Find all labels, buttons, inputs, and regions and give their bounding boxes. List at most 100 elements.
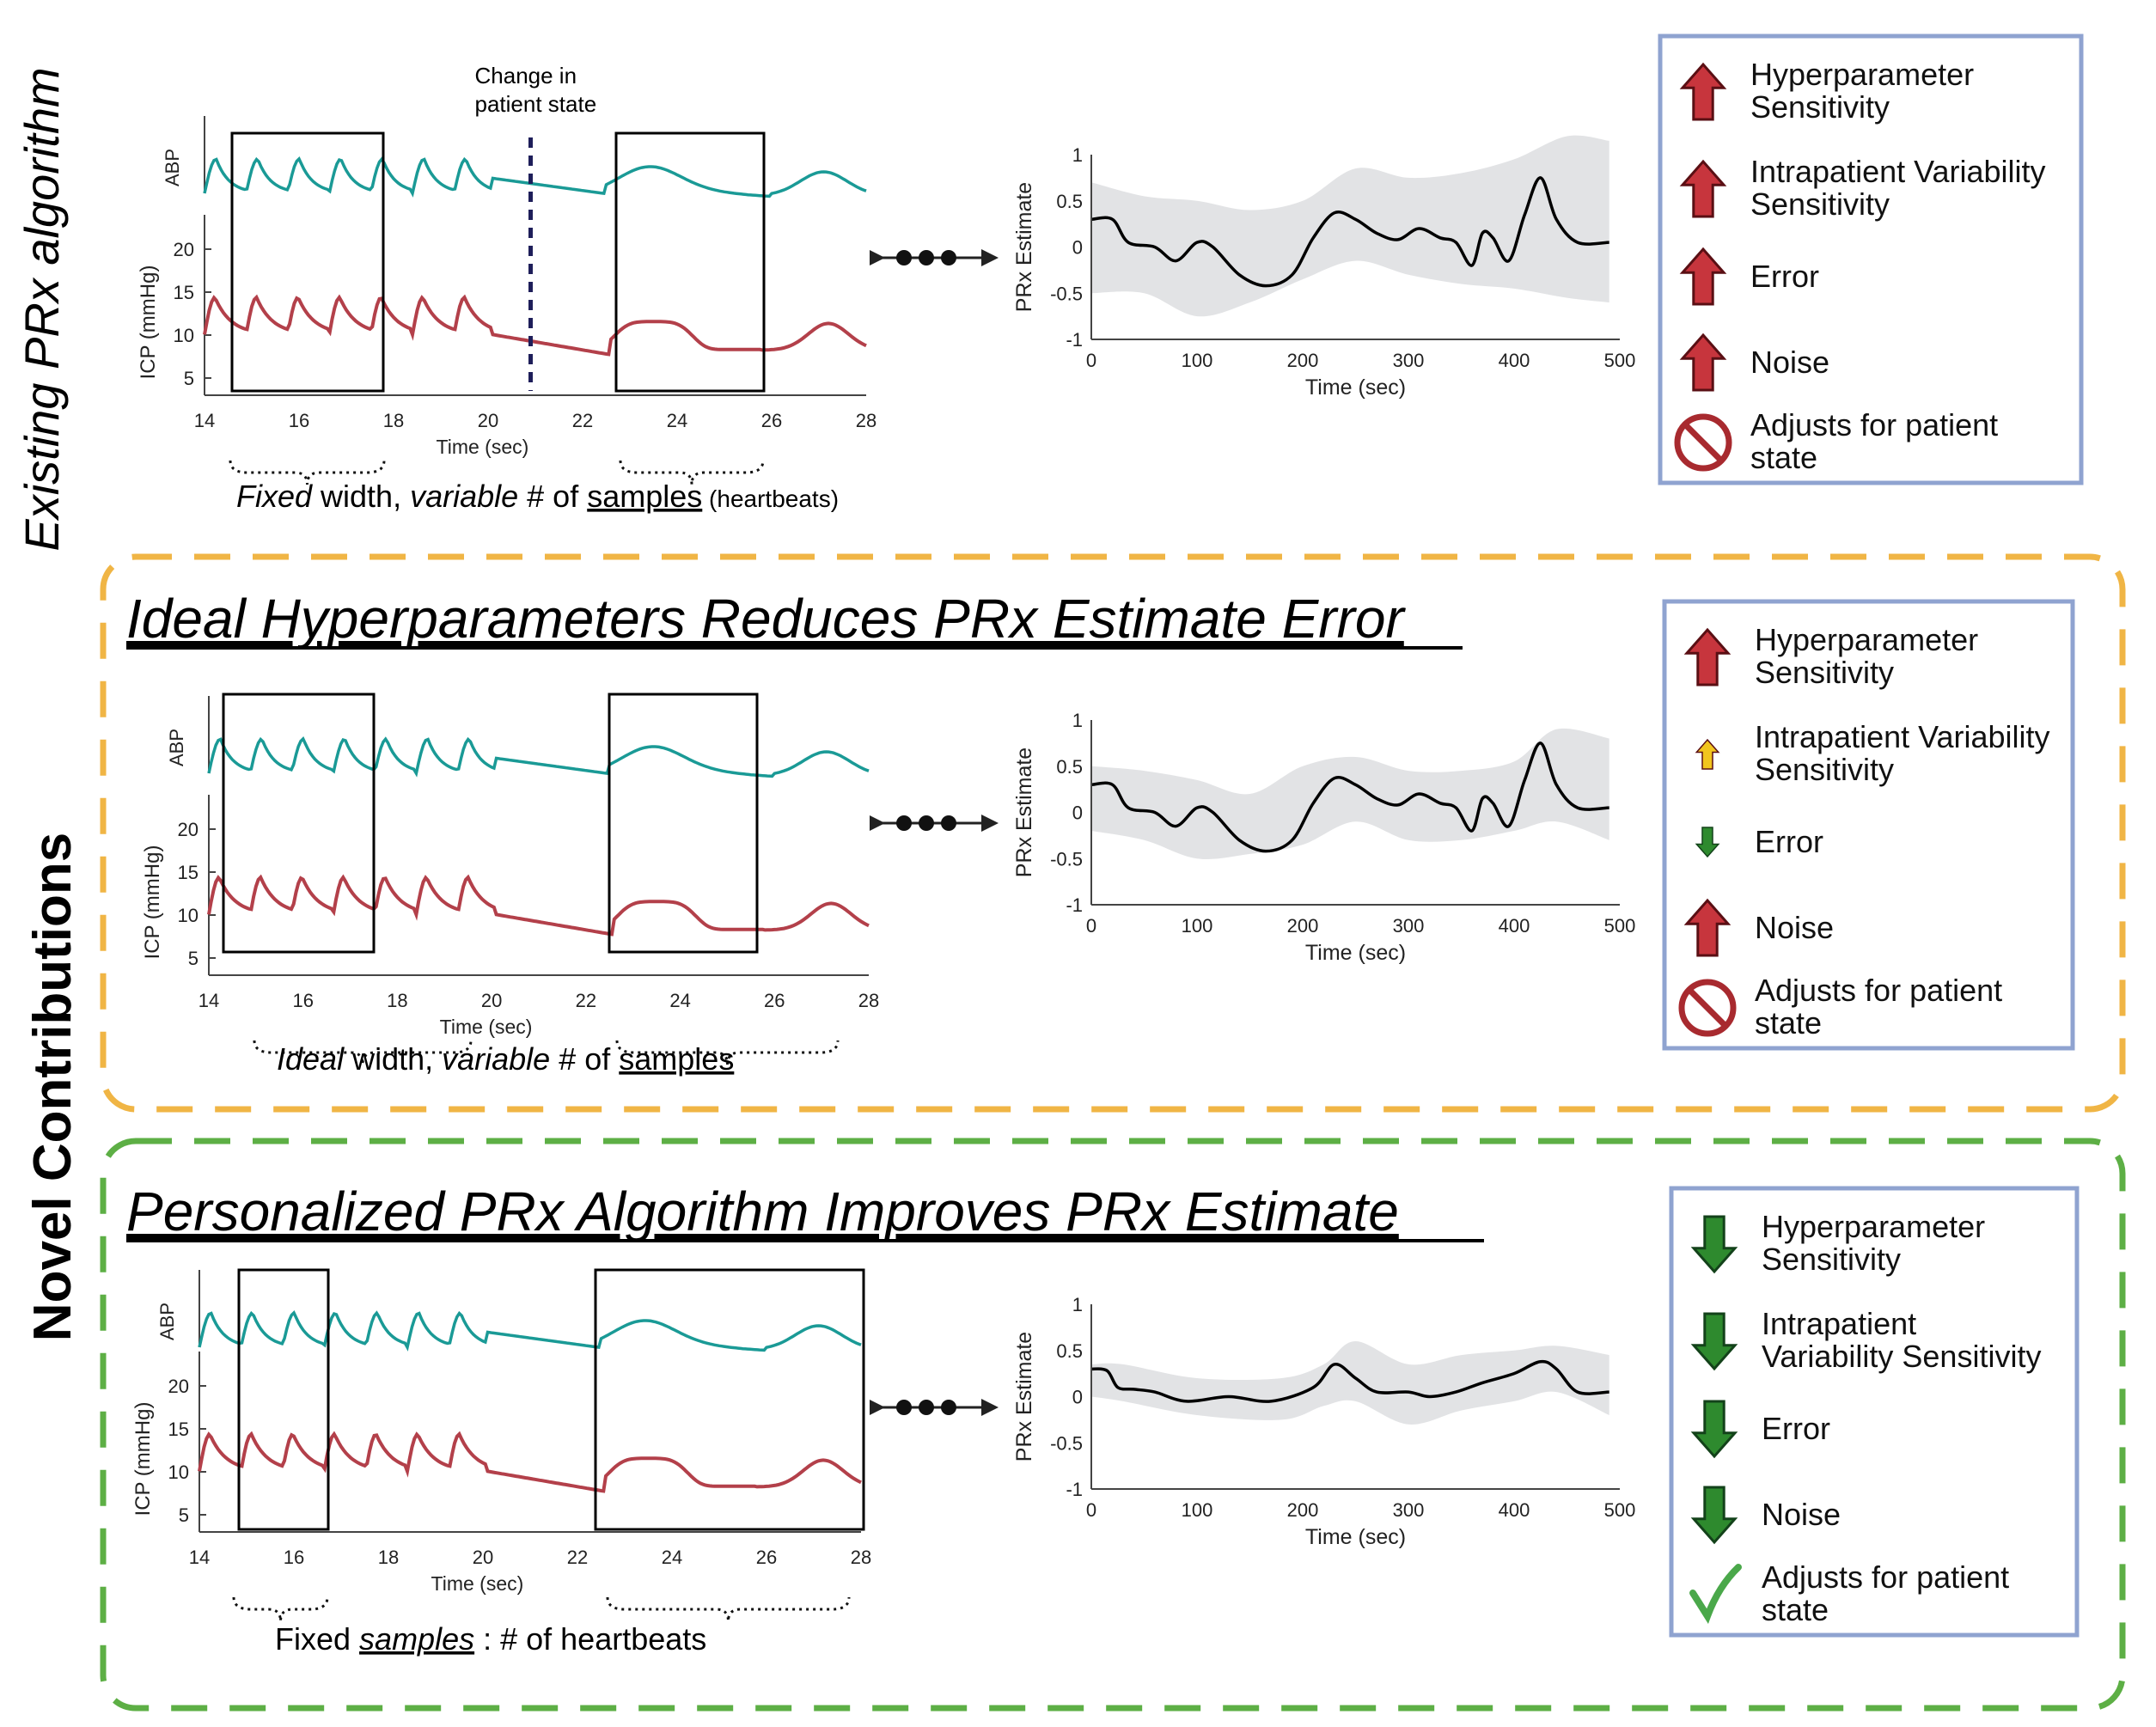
window-brace (232, 1596, 329, 1622)
prx-x-axis-label: Time (sec) (1305, 1525, 1406, 1549)
time-tick-label: 20 (481, 990, 502, 1011)
prx-x-tick-label: 0 (1086, 915, 1096, 937)
legend-box: Hyperparameter Sensitivity Intrapatient Va… (1658, 34, 2084, 485)
panel-personalized: Personalized PRx Algorithm Improves PRx … (126, 1181, 2080, 1657)
prx-estimate-line (1090, 1359, 1609, 1403)
panel-heading: Ideal Hyperparameters Reduces PRx Estima… (126, 588, 1406, 650)
prx-y-tick-label: 1 (1072, 144, 1083, 166)
legend-label: Hyperparameter Sensitivity (1750, 57, 1974, 125)
time-tick-label: 24 (662, 1547, 682, 1568)
legend-label: Intrapatient Variability Sensitivity (1755, 719, 2050, 787)
prx-y-tick-label: 0 (1072, 237, 1083, 259)
green-down-arrow-icon (1690, 1215, 1738, 1274)
prx-x-tick-label: 100 (1182, 1499, 1213, 1521)
prx-x-tick-label: 100 (1182, 350, 1213, 371)
prx-x-tick-label: 100 (1182, 915, 1213, 937)
window-brace (229, 460, 386, 485)
prx-estimate-line (1090, 176, 1609, 288)
legend-label: Noise (1750, 345, 1829, 380)
prx-y-tick-label: 1 (1072, 1294, 1083, 1315)
time-tick-label: 22 (567, 1547, 588, 1568)
legend-label: Adjusts for patient state (1750, 407, 1998, 475)
time-tick-label: 20 (478, 410, 498, 431)
prx-y-tick-label: 0 (1072, 802, 1083, 824)
icp-tick-label: 10 (168, 1462, 189, 1483)
no-sign-icon (1674, 413, 1732, 472)
icp-tick-label: 15 (168, 1419, 189, 1440)
flow-dot (919, 250, 934, 265)
side-label-novel: Novel Contributions (23, 833, 82, 1341)
window-caption: Ideal width, variable # of samples (277, 1041, 734, 1077)
red-up-arrow-icon (1679, 247, 1727, 306)
legend-label: Adjusts for patient state (1755, 973, 2002, 1040)
window-box (594, 1268, 865, 1531)
flow-arrowhead (870, 815, 885, 831)
time-tick-label: 20 (473, 1547, 493, 1568)
legend-border (1658, 34, 2084, 485)
time-tick-label: 18 (378, 1547, 399, 1568)
signal-plot: ABP ICP (mmHg) 20 15 10 514 16 18 20 22 24 26 28 Time… (141, 693, 879, 1065)
prx-y-tick-label: -1 (1066, 329, 1083, 351)
prx-confidence-band (1091, 728, 1609, 859)
time-tick-label: 16 (289, 410, 309, 431)
prx-x-tick-label: 0 (1086, 1499, 1096, 1521)
abp-label: ABP (156, 1303, 178, 1340)
prx-y-tick-label: -1 (1066, 1479, 1083, 1500)
prx-x-tick-label: 400 (1499, 350, 1530, 371)
window-box (237, 1268, 330, 1531)
icp-waveform (203, 294, 867, 357)
prx-y-tick-label: 0.5 (1056, 191, 1083, 212)
legend-box: Hyperparameter Sensitivity Intrapatient Va… (1662, 599, 2075, 1051)
window-caption: Fixed samples : # of heartbeats (275, 1621, 706, 1657)
flow-dot (896, 815, 912, 831)
prx-x-axis-label: Time (sec) (1305, 375, 1406, 400)
legend-label: Intrapatient Variability Sensitivity (1762, 1306, 2041, 1374)
time-tick-label: 18 (387, 990, 407, 1011)
window-box (608, 693, 759, 954)
time-axis-label: Time (sec) (437, 436, 529, 458)
time-tick-label: 16 (292, 990, 313, 1011)
window-box (614, 131, 766, 393)
icp-tick-label: 10 (174, 325, 194, 346)
abp-waveform (207, 736, 870, 778)
icp-tick-label: 15 (178, 862, 198, 883)
flow-dot (919, 815, 934, 831)
icp-tick-label: 5 (179, 1504, 189, 1526)
prx-y-tick-label: -0.5 (1050, 283, 1083, 304)
legend-label: Adjusts for patient state (1762, 1559, 2009, 1627)
prx-x-tick-label: 500 (1604, 915, 1636, 937)
flow-dot (919, 1400, 934, 1415)
prx-y-tick-label: 0 (1072, 1387, 1083, 1408)
panel-ideal: Ideal Hyperparameters Reduces PRx Estima… (126, 588, 2075, 1077)
no-sign-slash (1687, 987, 1728, 1028)
prx-y-axis-label: PRx Estimate (1012, 182, 1036, 312)
red-up-arrow-icon (1683, 627, 1732, 687)
check-icon (1689, 1564, 1742, 1624)
panel-heading: Personalized PRx Algorithm Improves PRx … (126, 1181, 1399, 1242)
flow-dot (896, 1400, 912, 1415)
time-tick-label: 14 (194, 410, 215, 431)
prx-x-tick-label: 500 (1604, 1499, 1636, 1521)
window-brace (606, 1596, 851, 1622)
flow-arrowhead (981, 815, 999, 832)
no-sign-slash (1683, 422, 1724, 463)
time-tick-label: 26 (756, 1547, 777, 1568)
prx-x-tick-label: 500 (1604, 350, 1636, 371)
no-sign-icon (1678, 979, 1737, 1037)
legend-label: Hyperparameter Sensitivity (1755, 622, 1978, 690)
prx-x-tick-label: 0 (1086, 350, 1096, 371)
green-down-arrow-icon (1690, 1400, 1738, 1459)
legend-label: Intrapatient Variability Sensitivity (1750, 154, 2046, 222)
flow-dot (941, 1400, 956, 1415)
prx-confidence-band (1091, 1341, 1609, 1425)
time-tick-label: 26 (761, 410, 782, 431)
abp-waveform (198, 1310, 862, 1352)
prx-y-axis-label: PRx Estimate (1012, 1332, 1036, 1462)
signal-plot: ABP ICP (mmHg) 20 15 10 514 16 18 20 22 24 26 28 Time… (137, 63, 876, 485)
prx-estimate-line (1090, 741, 1609, 853)
prx-y-tick-label: 0.5 (1056, 1340, 1083, 1362)
orange-dashed-frame (100, 553, 2126, 1113)
